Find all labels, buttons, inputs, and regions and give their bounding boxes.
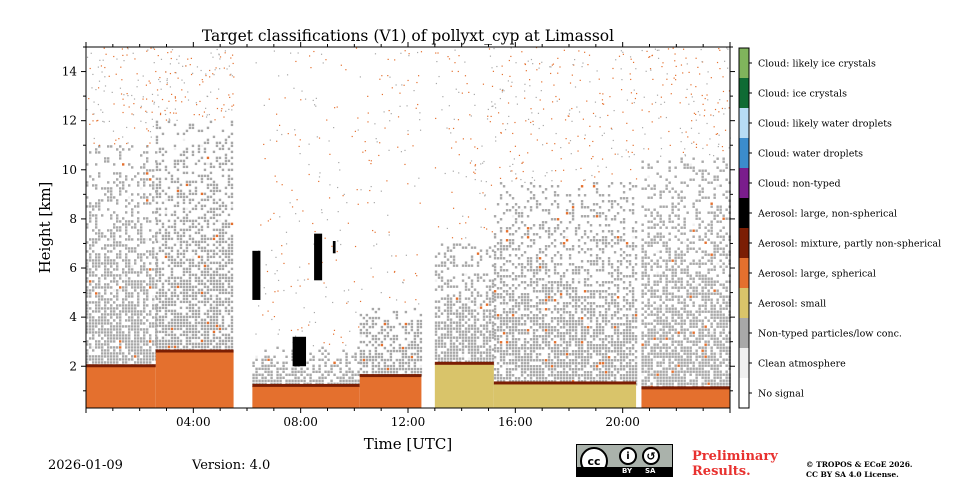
measurement-period (434, 47, 495, 408)
measurement-period (641, 47, 731, 408)
axis-ticks: 04:00 08:00 12:00 16:00 20:00 2 4 6 8 10 12 14 (62, 42, 735, 429)
surface-layer (155, 351, 234, 408)
y-tick-label: 14 (62, 65, 78, 79)
attribution-icon: i (619, 447, 637, 465)
y-axis-label: Height [km] (36, 182, 54, 274)
mixture-band (86, 364, 156, 368)
by-label: BY (622, 467, 633, 475)
legend-swatch (739, 258, 749, 288)
mixture-band (359, 374, 422, 378)
legend-swatch (739, 198, 749, 228)
legend-label: Cloud: ice crystals (758, 89, 847, 100)
nonspherical-layer (252, 250, 261, 300)
legend-swatch (739, 228, 749, 258)
mixture-band (252, 383, 360, 387)
legend-label: Aerosol: small (757, 299, 826, 310)
legend-label: Aerosol: large, non-spherical (757, 209, 897, 220)
nonspherical-layer (332, 241, 336, 254)
y-tick-label: 12 (62, 114, 77, 128)
classification-image (86, 47, 731, 408)
date-label: 2026-01-09 (48, 458, 123, 473)
preliminary-notice: Preliminary Results. (692, 449, 778, 479)
y-tick-label: 2 (69, 359, 77, 373)
legend-swatch (739, 108, 749, 138)
license-badge: cc i ↺ BY SA (576, 444, 673, 477)
legend-label: Aerosol: mixture, partly non-spherical (757, 239, 941, 250)
legend-label: Cloud: water droplets (758, 149, 863, 160)
nonspherical-layer (314, 233, 323, 281)
legend-frame (738, 47, 750, 409)
copyright-notice: © TROPOS & ECoE 2026. CC BY SA 4.0 Licen… (806, 460, 913, 480)
legend-swatch (739, 48, 749, 78)
legend-swatch (739, 288, 749, 318)
license-line: CC BY SA 4.0 License. (806, 470, 899, 479)
copyright-line: © TROPOS & ECoE 2026. (806, 460, 913, 469)
surface-layer (493, 383, 637, 408)
measurement-period (86, 47, 158, 408)
mixture-band (641, 386, 730, 390)
measurement-period (493, 47, 638, 408)
surface-layer (434, 363, 494, 408)
sa-label: SA (645, 467, 656, 475)
surface-layer (252, 385, 360, 408)
legend-swatch (739, 138, 749, 168)
measurement-period (359, 50, 423, 408)
colorbar-legend: No signal Clean atmosphere Non-typed parti… (738, 47, 941, 409)
legend-swatch (739, 168, 749, 198)
y-tick-label: 6 (69, 261, 77, 275)
legend-label: Cloud: likely ice crystals (758, 59, 876, 70)
nonspherical-layer (292, 336, 307, 367)
x-tick-label: 12:00 (391, 415, 426, 429)
surface-layer (86, 366, 156, 408)
measurement-period (252, 47, 360, 408)
legend-label: Cloud: likely water droplets (758, 119, 892, 130)
legend-swatch (739, 348, 749, 378)
x-tick-label: 04:00 (176, 415, 211, 429)
mixture-band (434, 361, 494, 365)
legend-swatch (739, 78, 749, 108)
x-axis-label: Time [UTC] (364, 435, 453, 453)
chart-title: Target classifications (V1) of pollyxt_c… (202, 27, 614, 45)
y-tick-label: 8 (69, 212, 77, 226)
mixture-band (155, 349, 234, 353)
legend-label: Non-typed particles/low conc. (758, 329, 902, 340)
y-tick-label: 4 (69, 310, 77, 324)
legend-swatch (739, 318, 749, 348)
legend-label: Clean atmosphere (758, 359, 846, 370)
x-tick-label: 08:00 (283, 415, 318, 429)
legend-label: No signal (758, 389, 804, 400)
surface-layer (641, 388, 730, 408)
x-tick-label: 20:00 (605, 415, 640, 429)
x-tick-label: 16:00 (498, 415, 533, 429)
share-alike-icon: ↺ (642, 447, 660, 465)
mixture-band (493, 381, 637, 385)
version-label: Version: 4.0 (192, 458, 271, 473)
legend-label: Cloud: non-typed (758, 179, 841, 190)
measurement-period (155, 48, 235, 408)
legend-swatch (739, 378, 749, 408)
y-tick-label: 10 (62, 163, 77, 177)
legend-label: Aerosol: large, spherical (757, 269, 876, 280)
surface-layer (359, 376, 422, 408)
